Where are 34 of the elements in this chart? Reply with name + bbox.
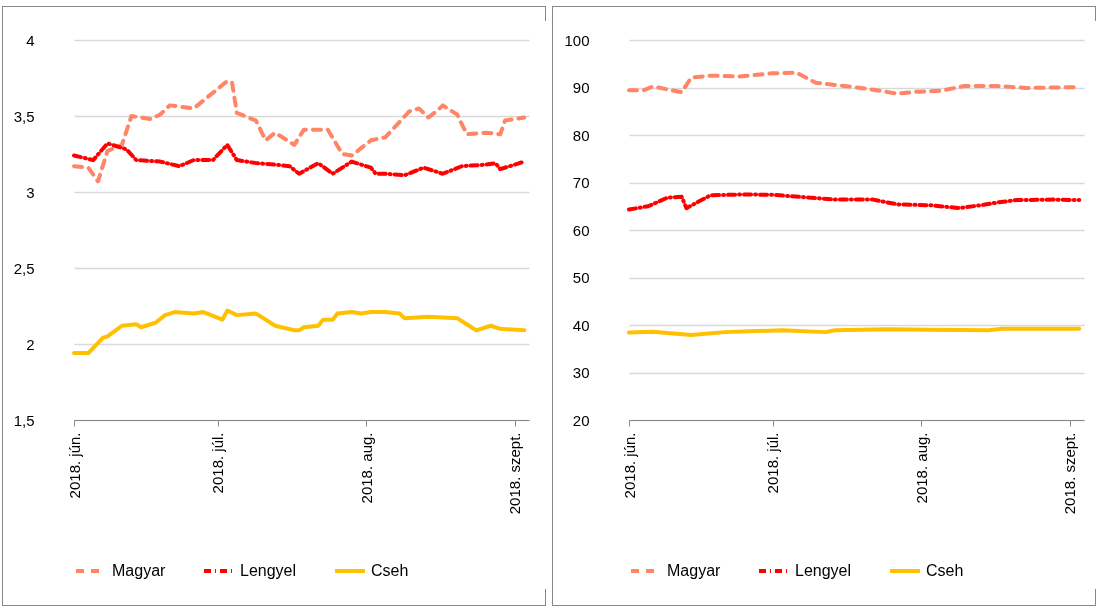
y-tick-label: 2	[26, 335, 35, 353]
x-tick-label: 2018. júl.	[209, 432, 227, 494]
y-tick-label: 3	[26, 183, 35, 201]
legend-label: Cseh	[371, 562, 409, 579]
legend-label: Magyar	[112, 562, 167, 579]
y-tick-label: 50	[572, 269, 590, 286]
y-tick-label: 80	[572, 126, 590, 144]
x-tick-label: 2018. szept.	[506, 432, 524, 515]
y-tick-label: 1,5	[13, 411, 35, 429]
legend-label: Cseh	[926, 562, 964, 579]
line-series	[627, 192, 1082, 212]
line-series	[627, 326, 1082, 337]
x-tick-label: 2018. aug.	[912, 432, 930, 504]
x-tick-label: 2018. aug.	[357, 432, 375, 504]
line-series	[72, 79, 527, 184]
x-tick-label: 2018. szept.	[1061, 432, 1079, 515]
y-tick-label: 20	[572, 411, 590, 429]
y-tick-label: 2,5	[13, 259, 35, 277]
y-tick-label: 70	[572, 174, 590, 191]
legend-label: Lengyel	[240, 562, 297, 579]
x-tick-label: 2018. jún.	[620, 432, 638, 499]
y-tick-label: 60	[572, 221, 590, 239]
x-tick-label: 2018. júl.	[764, 432, 782, 494]
y-tick-label: 30	[572, 364, 590, 381]
y-tick-label: 3,5	[13, 107, 35, 125]
y-tick-label: 4	[26, 31, 35, 49]
line-series	[72, 141, 527, 178]
line-series	[72, 308, 527, 356]
legend-label: Lengyel	[795, 562, 852, 579]
y-tick-label: 100	[564, 31, 590, 49]
y-tick-label: 40	[572, 316, 590, 334]
legend-label: Magyar	[667, 562, 722, 579]
x-tick-label: 2018. jún.	[65, 432, 83, 499]
y-tick-label: 90	[572, 79, 590, 96]
